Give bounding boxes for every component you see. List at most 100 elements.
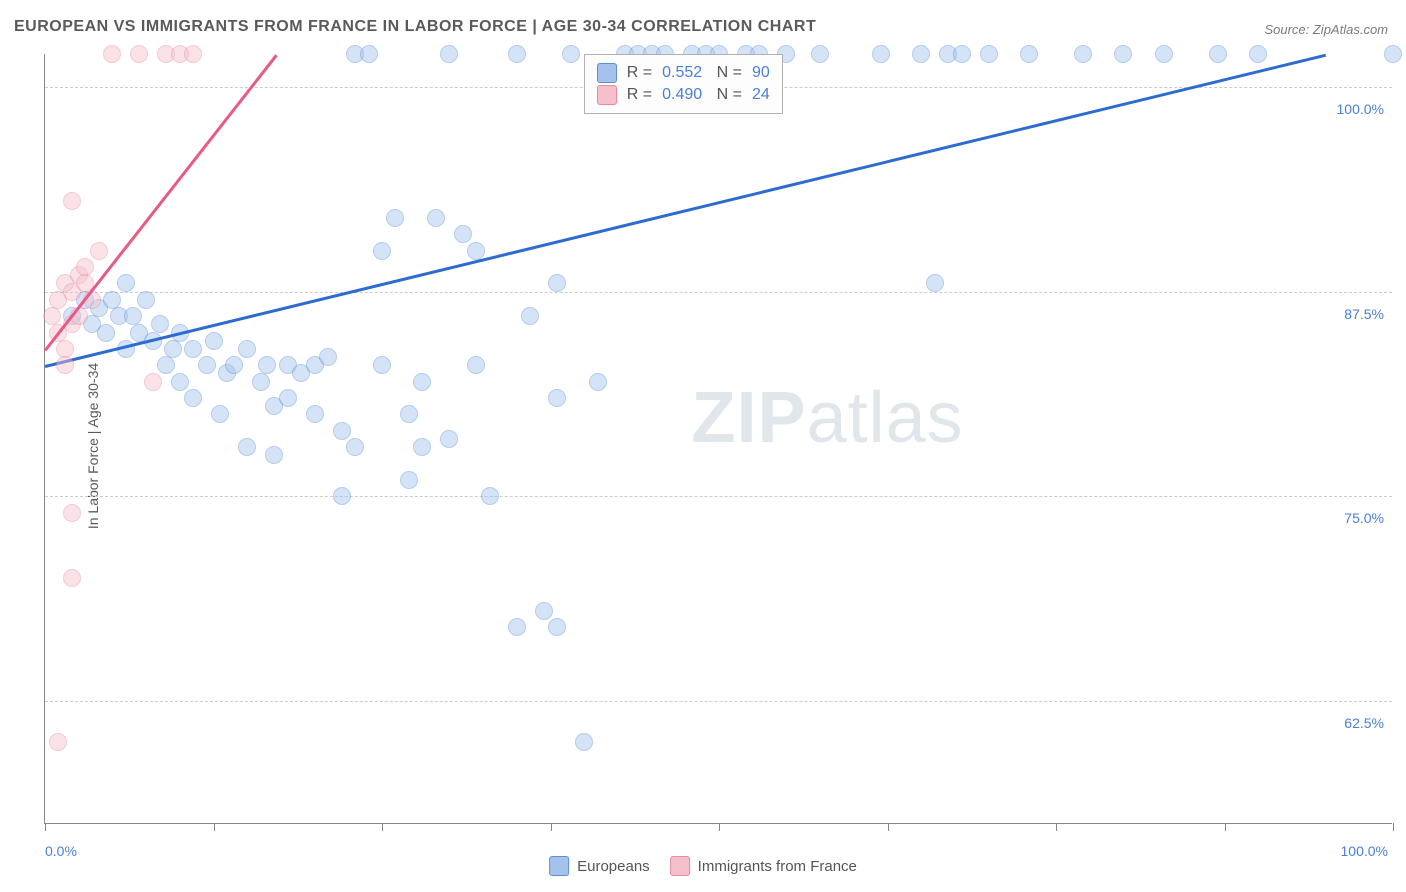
data-point bbox=[508, 45, 526, 63]
legend-swatch bbox=[597, 63, 617, 83]
data-point bbox=[440, 430, 458, 448]
gridline bbox=[45, 496, 1392, 497]
data-point bbox=[481, 487, 499, 505]
data-point bbox=[440, 45, 458, 63]
data-point bbox=[1074, 45, 1092, 63]
data-point bbox=[373, 356, 391, 374]
data-point bbox=[912, 45, 930, 63]
data-point bbox=[124, 307, 142, 325]
data-point bbox=[346, 438, 364, 456]
data-point bbox=[1249, 45, 1267, 63]
data-point bbox=[562, 45, 580, 63]
data-point bbox=[548, 618, 566, 636]
data-point bbox=[63, 569, 81, 587]
chart-container: EUROPEAN VS IMMIGRANTS FROM FRANCE IN LA… bbox=[0, 0, 1406, 892]
data-point bbox=[205, 332, 223, 350]
data-point bbox=[926, 274, 944, 292]
data-point bbox=[49, 733, 67, 751]
y-tick-label: 62.5% bbox=[1344, 715, 1384, 731]
data-point bbox=[43, 307, 61, 325]
bottom-legend: EuropeansImmigrants from France bbox=[549, 856, 857, 876]
n-value: 24 bbox=[752, 86, 770, 104]
y-tick-label: 87.5% bbox=[1344, 306, 1384, 322]
data-point bbox=[306, 405, 324, 423]
data-point bbox=[184, 340, 202, 358]
data-point bbox=[467, 242, 485, 260]
data-point bbox=[400, 405, 418, 423]
legend-swatch bbox=[670, 856, 690, 876]
x-tick-label: 100.0% bbox=[1341, 843, 1388, 859]
gridline bbox=[45, 292, 1392, 293]
legend-swatch bbox=[597, 85, 617, 105]
data-point bbox=[238, 340, 256, 358]
data-point bbox=[252, 373, 270, 391]
data-point bbox=[90, 242, 108, 260]
data-point bbox=[1020, 45, 1038, 63]
data-point bbox=[225, 356, 243, 374]
data-point bbox=[1155, 45, 1173, 63]
data-point bbox=[589, 373, 607, 391]
data-point bbox=[467, 356, 485, 374]
x-tick bbox=[1056, 823, 1057, 831]
data-point bbox=[103, 291, 121, 309]
data-point bbox=[171, 373, 189, 391]
r-label: R = bbox=[627, 86, 652, 104]
n-label: N = bbox=[712, 86, 742, 104]
data-point bbox=[548, 274, 566, 292]
data-point bbox=[521, 307, 539, 325]
data-point bbox=[1384, 45, 1402, 63]
y-tick-label: 100.0% bbox=[1337, 101, 1384, 117]
data-point bbox=[811, 45, 829, 63]
data-point bbox=[333, 487, 351, 505]
x-tick bbox=[888, 823, 889, 831]
data-point bbox=[184, 45, 202, 63]
data-point bbox=[211, 405, 229, 423]
data-point bbox=[76, 258, 94, 276]
data-point bbox=[117, 274, 135, 292]
data-point bbox=[63, 504, 81, 522]
x-tick bbox=[1225, 823, 1226, 831]
data-point bbox=[548, 389, 566, 407]
data-point bbox=[427, 209, 445, 227]
data-point bbox=[319, 348, 337, 366]
source-label: Source: ZipAtlas.com bbox=[1264, 22, 1388, 37]
r-value: 0.552 bbox=[662, 64, 702, 82]
data-point bbox=[872, 45, 890, 63]
data-point bbox=[1209, 45, 1227, 63]
data-point bbox=[386, 209, 404, 227]
data-point bbox=[980, 45, 998, 63]
x-tick bbox=[45, 823, 46, 831]
data-point bbox=[144, 373, 162, 391]
data-point bbox=[333, 422, 351, 440]
data-point bbox=[238, 438, 256, 456]
data-point bbox=[151, 315, 169, 333]
data-point bbox=[1114, 45, 1132, 63]
data-point bbox=[265, 446, 283, 464]
y-tick-label: 75.0% bbox=[1344, 510, 1384, 526]
stats-row: R = 0.490 N = 24 bbox=[597, 85, 770, 105]
data-point bbox=[258, 356, 276, 374]
watermark: ZIPatlas bbox=[692, 377, 964, 459]
data-point bbox=[400, 471, 418, 489]
data-point bbox=[63, 192, 81, 210]
r-value: 0.490 bbox=[662, 86, 702, 104]
stats-row: R =0.552 N =90 bbox=[597, 63, 770, 83]
data-point bbox=[413, 373, 431, 391]
data-point bbox=[454, 225, 472, 243]
x-tick bbox=[214, 823, 215, 831]
legend-swatch bbox=[549, 856, 569, 876]
data-point bbox=[157, 356, 175, 374]
data-point bbox=[56, 356, 74, 374]
data-point bbox=[137, 291, 155, 309]
data-point bbox=[575, 733, 593, 751]
data-point bbox=[130, 45, 148, 63]
n-label: N = bbox=[712, 64, 742, 82]
data-point bbox=[164, 340, 182, 358]
data-point bbox=[360, 45, 378, 63]
n-value: 90 bbox=[752, 64, 770, 82]
data-point bbox=[103, 45, 121, 63]
data-point bbox=[535, 602, 553, 620]
legend-label: Europeans bbox=[577, 858, 650, 875]
x-tick bbox=[719, 823, 720, 831]
plot-area: ZIPatlas 62.5%75.0%87.5%100.0%0.0%100.0%… bbox=[44, 54, 1392, 824]
